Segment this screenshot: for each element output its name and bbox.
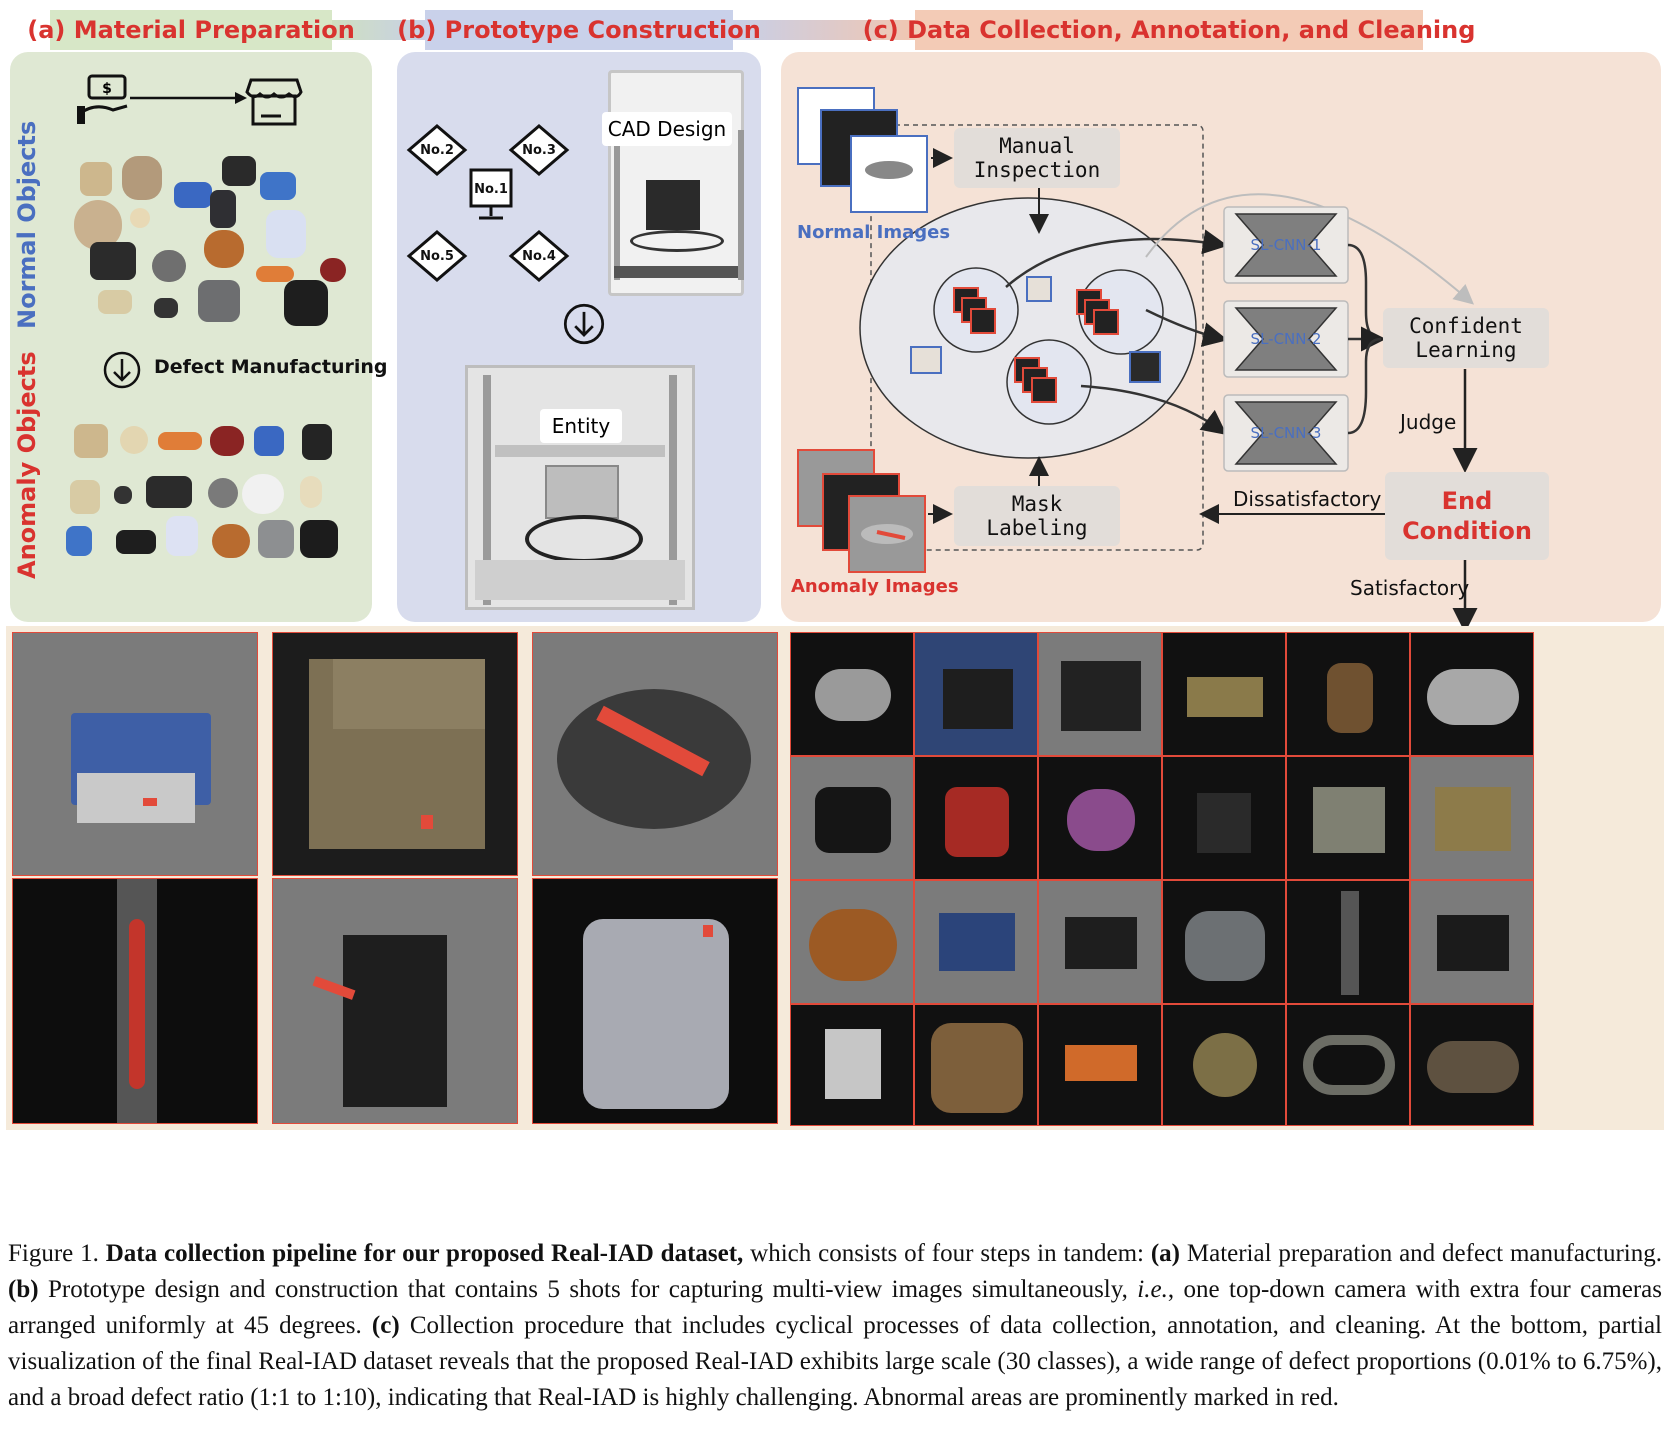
header-material-preparation: (a) Material Preparation: [27, 10, 355, 50]
anomaly-objects-label: Anomaly Objects: [13, 351, 41, 579]
gallery-thumb: [790, 756, 914, 880]
figure-caption: Figure 1. Data collection pipeline for o…: [8, 1240, 1663, 1411]
header-connector-a-b: [330, 20, 430, 40]
header-connector-b-c: [730, 20, 920, 40]
gallery-thumb: [1162, 632, 1286, 756]
cad-design-render: [590, 70, 750, 296]
gallery-thumb: [914, 1004, 1038, 1126]
gallery-thumb: [1162, 880, 1286, 1004]
entity-photo: [465, 345, 695, 610]
entity-label: Entity: [540, 409, 622, 443]
gallery-thumb: [1162, 1004, 1286, 1126]
gallery-thumb: [1410, 756, 1534, 880]
cam-no4-label: No.4: [522, 249, 556, 264]
defect-manufacturing-label: Defect Manufacturing: [154, 356, 388, 378]
gallery-thumb: [1286, 880, 1410, 1004]
gallery-thumb: [1038, 756, 1162, 880]
gallery-thumb: [1410, 880, 1534, 1004]
gallery-thumb: [1286, 1004, 1410, 1126]
gallery-thumb: [1410, 1004, 1534, 1126]
pipeline-diagram: SL-CNN-1 SL-CNN-2 SL-CNN-3: [797, 87, 1478, 632]
normal-images-label: Normal Images: [797, 222, 951, 243]
gallery-image-coin-battery: [532, 632, 778, 876]
cam-no5-label: No.5: [420, 249, 454, 264]
anomaly-objects-photo: [62, 418, 362, 578]
gallery-thumb: [1410, 632, 1534, 756]
cad-design-label: CAD Design: [602, 112, 732, 146]
gallery-image-usb-connector: [12, 632, 258, 876]
gallery-image-wood-cube: [272, 632, 518, 876]
cam-no2-label: No.2: [420, 143, 454, 158]
gallery-image-plastic-cup: [532, 878, 778, 1124]
header-data-collection: (c) Data Collection, Annotation, and Cle…: [863, 10, 1475, 50]
gallery-thumb: [1038, 632, 1162, 756]
header-prototype-construction: (b) Prototype Construction: [397, 10, 761, 50]
manual-inspection-node: Manual Inspection: [954, 128, 1120, 188]
sl-cnn-1-label: SL-CNN-1: [1251, 236, 1322, 254]
gallery-small-grid: [790, 632, 1660, 1126]
normal-objects-label: Normal Objects: [13, 120, 41, 329]
sl-cnn-3-label: SL-CNN-3: [1251, 424, 1322, 442]
gallery-image-audio-jack: [272, 878, 518, 1124]
sl-cnn-2-label: SL-CNN-2: [1251, 330, 1322, 348]
svg-text:$: $: [102, 81, 112, 97]
caption-figure-number: Figure 1.: [8, 1240, 99, 1267]
caption-title: Data collection pipeline for our propose…: [105, 1240, 744, 1267]
gallery-thumb: [914, 632, 1038, 756]
judge-label: Judge: [1400, 410, 1457, 434]
gallery-thumb: [790, 632, 914, 756]
gallery-thumb: [1038, 1004, 1162, 1126]
gallery-thumb: [1286, 632, 1410, 756]
gallery-thumb: [1038, 880, 1162, 1004]
normal-objects-photo: [70, 150, 360, 340]
confident-learning-node: Confident Learning: [1383, 308, 1549, 368]
arrow-down-circle-icon: [563, 303, 605, 345]
anomaly-images-label: Anomaly Images: [791, 576, 959, 597]
cam-no1-label: No.1: [474, 182, 508, 197]
gallery-thumb: [790, 1004, 914, 1126]
mask-labeling-node: Mask Labeling: [954, 486, 1120, 546]
camera-layout-diagram: No.1 No.2 No.3 No.4 No.5: [406, 124, 570, 282]
end-condition-node: End Condition: [1385, 472, 1549, 560]
gallery-thumb: [1286, 756, 1410, 880]
gallery-image-zipper: [12, 878, 258, 1124]
satisfactory-label: Satisfactory: [1350, 576, 1470, 600]
dissatisfactory-label: Dissatisfactory: [1233, 487, 1382, 511]
gallery-thumb: [914, 880, 1038, 1004]
gallery-thumb: [1162, 756, 1286, 880]
gallery-thumb: [914, 756, 1038, 880]
cam-no3-label: No.3: [522, 143, 556, 158]
arrow-down-circle-icon: [103, 351, 141, 389]
money-to-store-icon: $: [77, 74, 303, 126]
gallery-thumb: [790, 880, 914, 1004]
